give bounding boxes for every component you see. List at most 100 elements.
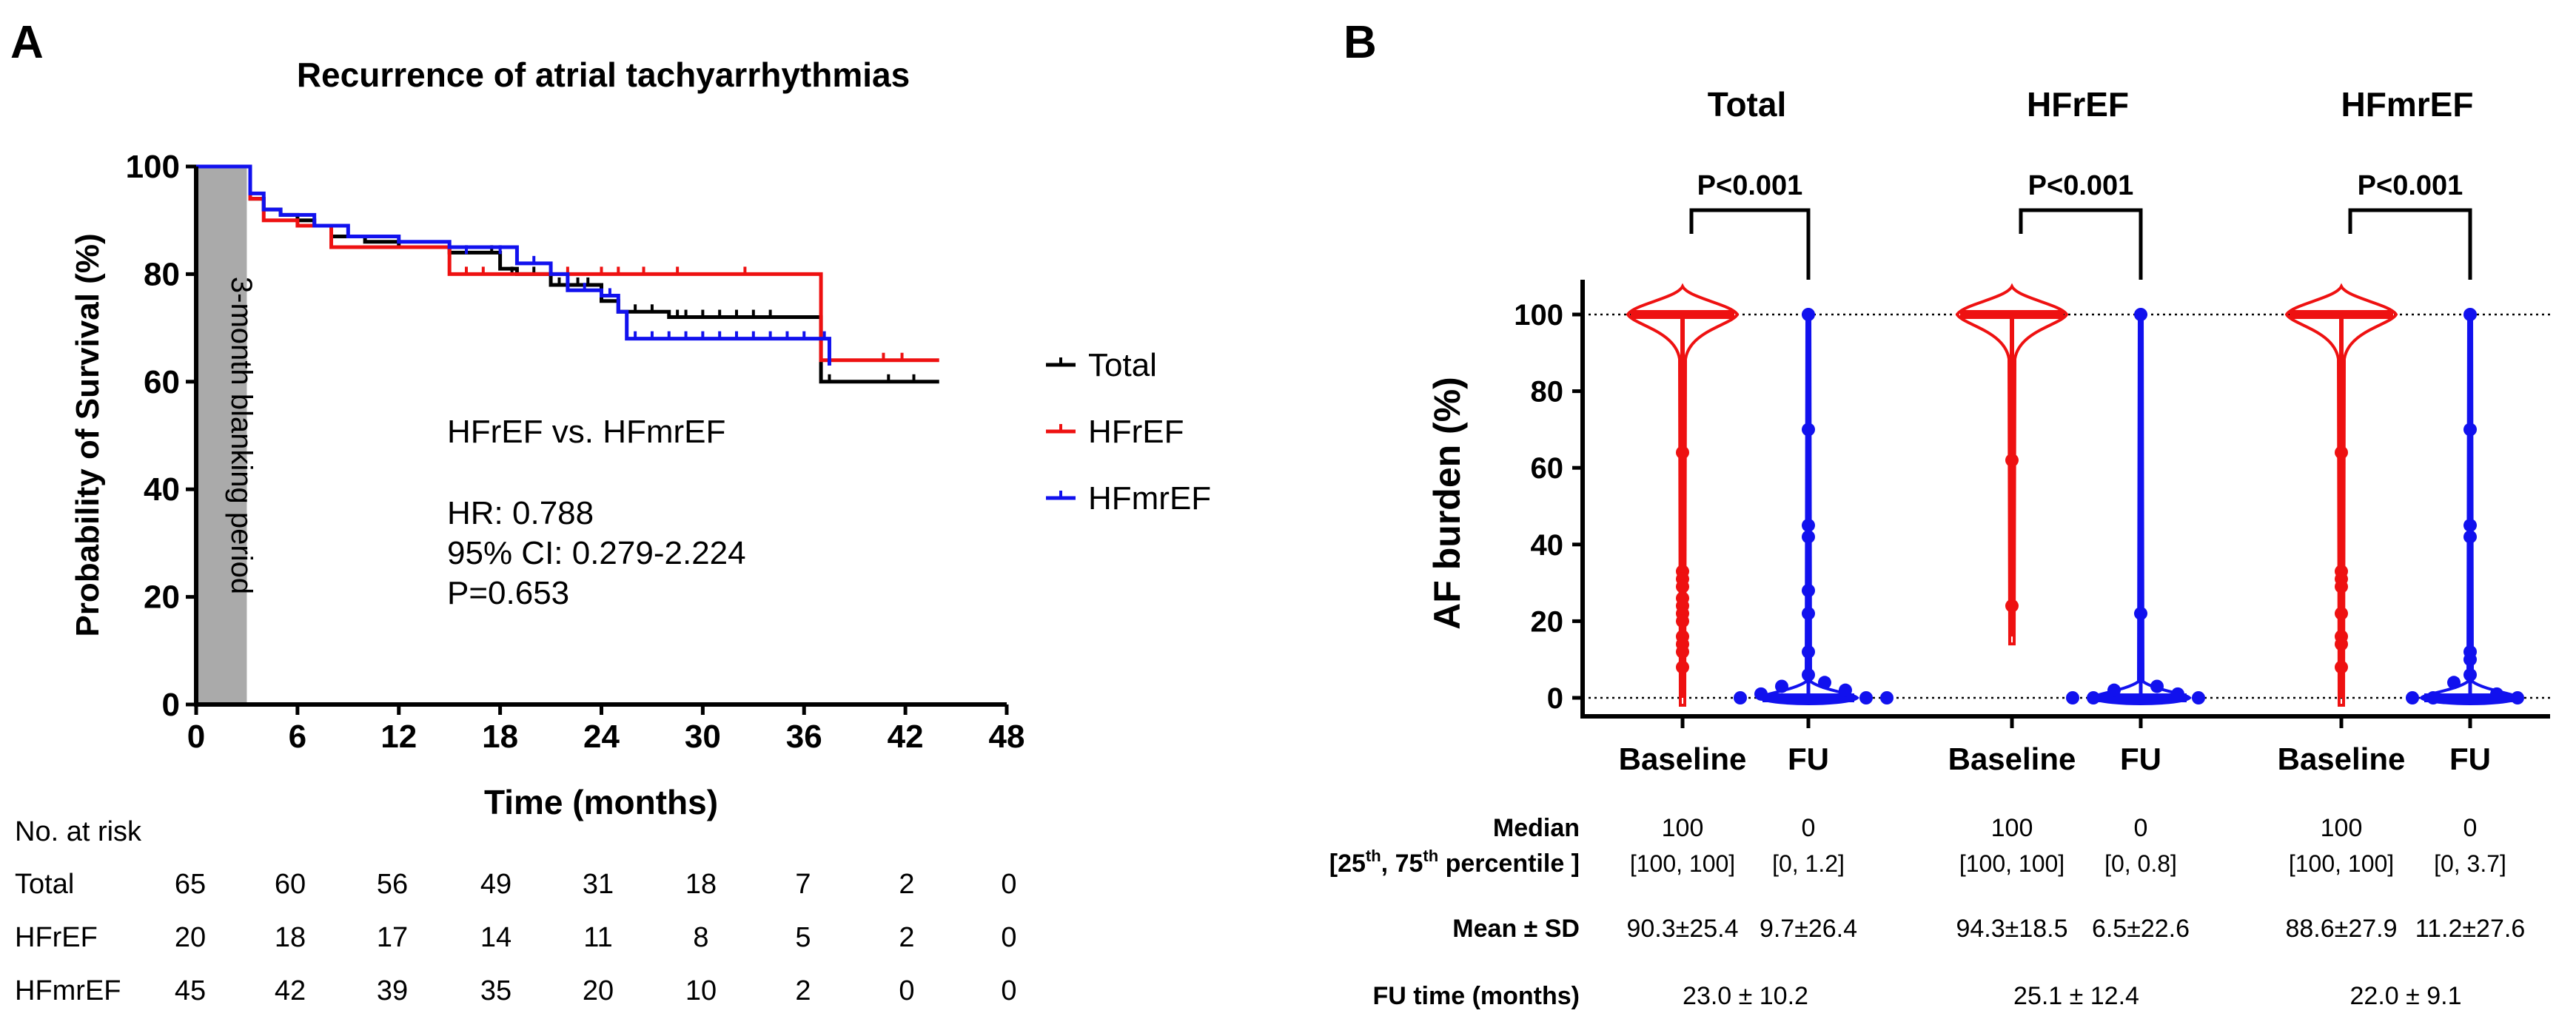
legend-label-total: Total <box>1088 347 1157 383</box>
km-annotation: HFrEF vs. HFmrEF HR: 0.788 95% CI: 0.279… <box>447 414 746 611</box>
stats-median-value: 100 <box>1662 814 1704 842</box>
risk-cell: 17 <box>377 922 408 953</box>
fu-point <box>1802 308 1815 321</box>
km-x-tick-label: 12 <box>380 719 417 755</box>
fu-point <box>1802 645 1815 659</box>
risk-cell: 2 <box>899 869 914 900</box>
significance-bracket <box>2348 208 2472 280</box>
fu-point <box>2463 530 2477 544</box>
stats-mean-value: 90.3±25.4 <box>1626 915 1738 943</box>
km-y-tick-label: 100 <box>126 149 180 185</box>
fu-violin <box>2090 310 2192 706</box>
pct-part-1: [25 <box>1329 850 1366 878</box>
km-x-axis-label: Time (months) <box>484 783 718 821</box>
km-x-tick-label: 18 <box>482 719 518 755</box>
violin-marks <box>1626 283 2524 707</box>
stats-iqr-value: [0, 0.8] <box>2104 850 2177 877</box>
fu-point <box>1802 423 1815 437</box>
km-x-tick-label: 36 <box>786 719 822 755</box>
fu-point <box>1802 667 1815 682</box>
risk-cell: 20 <box>583 975 614 1006</box>
fu-point <box>1802 530 1815 544</box>
fu-point <box>2463 518 2477 532</box>
risk-cell: 10 <box>685 975 717 1006</box>
risk-cell: 42 <box>275 975 306 1006</box>
fu-point <box>2134 308 2147 321</box>
baseline-point <box>1676 445 1689 460</box>
risk-cell: 18 <box>685 869 717 900</box>
violin-x-tick-label: FU <box>2449 741 2491 776</box>
km-x-tick-label: 42 <box>888 719 924 755</box>
pct-sup-1: th <box>1366 847 1381 865</box>
stats-iqr-value: [100, 100] <box>1630 850 1735 877</box>
fu-point <box>1775 679 1788 693</box>
km-y-tick-label: 80 <box>144 256 180 292</box>
km-series-group <box>196 164 939 384</box>
fu-point <box>1802 583 1815 597</box>
violin-x-tick-label: Baseline <box>1619 741 1747 776</box>
baseline-violin <box>1626 283 1740 707</box>
km-y-axis-label: Probability of Survival (%) <box>70 233 106 636</box>
violin-y-axis-label: AF burden (%) <box>1426 377 1468 630</box>
risk-cell: 8 <box>693 922 708 953</box>
fu-point <box>2490 687 2503 701</box>
p-value-label: P<0.001 <box>2028 170 2134 201</box>
risk-cell: 14 <box>480 922 511 953</box>
fu-point <box>2087 691 2100 704</box>
km-x-tick-label: 6 <box>289 719 306 755</box>
fu-point <box>2463 653 2477 667</box>
risk-cell: 49 <box>480 869 511 900</box>
violin-group-title: HFrEF <box>2027 85 2129 124</box>
risk-cell: 60 <box>275 869 306 900</box>
risk-cell: 11 <box>583 922 612 953</box>
fu-point <box>2426 691 2440 704</box>
stats-mean-value: 11.2±27.6 <box>2415 915 2525 943</box>
significance-bracket <box>1689 208 1811 280</box>
fu-point <box>1802 518 1815 532</box>
annotation-comparison: HFrEF vs. HFmrEF <box>447 414 725 450</box>
stats-median-value: 100 <box>2321 814 2363 842</box>
stats-fu-time-value: 22.0 ± 9.1 <box>2350 982 2462 1010</box>
baseline-point <box>1676 645 1689 659</box>
legend-label-hfref: HFrEF <box>1088 414 1184 450</box>
baseline-point <box>2335 607 2348 621</box>
stats-iqr-value: [0, 1.2] <box>1772 850 1845 877</box>
fu-point <box>2463 423 2477 437</box>
baseline-point <box>1676 579 1689 593</box>
violin-group-title: HFmrEF <box>2341 85 2474 124</box>
violin-y-tick-label: 40 <box>1531 529 1564 562</box>
annotation-hr: HR: 0.788 <box>447 495 594 531</box>
km-y-tick-label: 20 <box>144 579 180 616</box>
baseline-point <box>2335 637 2348 651</box>
km-x-ticks: 0 6 12 18 24 30 36 42 48 <box>187 704 1024 755</box>
annotation-p: P=0.653 <box>447 575 569 611</box>
fu-point <box>1880 691 1894 704</box>
stats-iqr-value: [100, 100] <box>1959 850 2065 877</box>
stats-iqr-value: [0, 3.7] <box>2434 850 2506 877</box>
fu-point <box>2463 308 2477 321</box>
risk-row-label: Total <box>15 869 74 900</box>
km-title: Recurrence of atrial tachyarrhythmias <box>297 56 910 94</box>
stats-median-value: 100 <box>1991 814 2033 842</box>
violin-x-tick-label: FU <box>1788 741 1829 776</box>
fu-point <box>1754 687 1768 701</box>
violin-y-tick-label: 80 <box>1531 376 1564 408</box>
stats-mean-value: 88.6±27.9 <box>2285 915 2397 943</box>
fu-point <box>2511 691 2524 704</box>
stats-fu-time-value: 25.1 ± 12.4 <box>2013 982 2139 1010</box>
risk-row-label: HFmrEF <box>15 975 121 1006</box>
baseline-point <box>1676 660 1689 674</box>
risk-cell: 31 <box>583 869 614 900</box>
violin-y-tick-label: 100 <box>1514 299 1563 332</box>
baseline-point <box>2335 445 2348 460</box>
risk-cell: 2 <box>899 922 914 953</box>
fu-point <box>2463 667 2477 682</box>
risk-cell: 35 <box>480 975 511 1006</box>
fu-point <box>2066 691 2079 704</box>
pct-part-3: percentile ] <box>1438 850 1580 878</box>
km-y-tick-label: 40 <box>144 471 180 508</box>
risk-cell: 2 <box>795 975 811 1006</box>
km-legend: Total HFrEF HFmrEF <box>1046 347 1211 517</box>
km-x-tick-label: 30 <box>685 719 721 755</box>
